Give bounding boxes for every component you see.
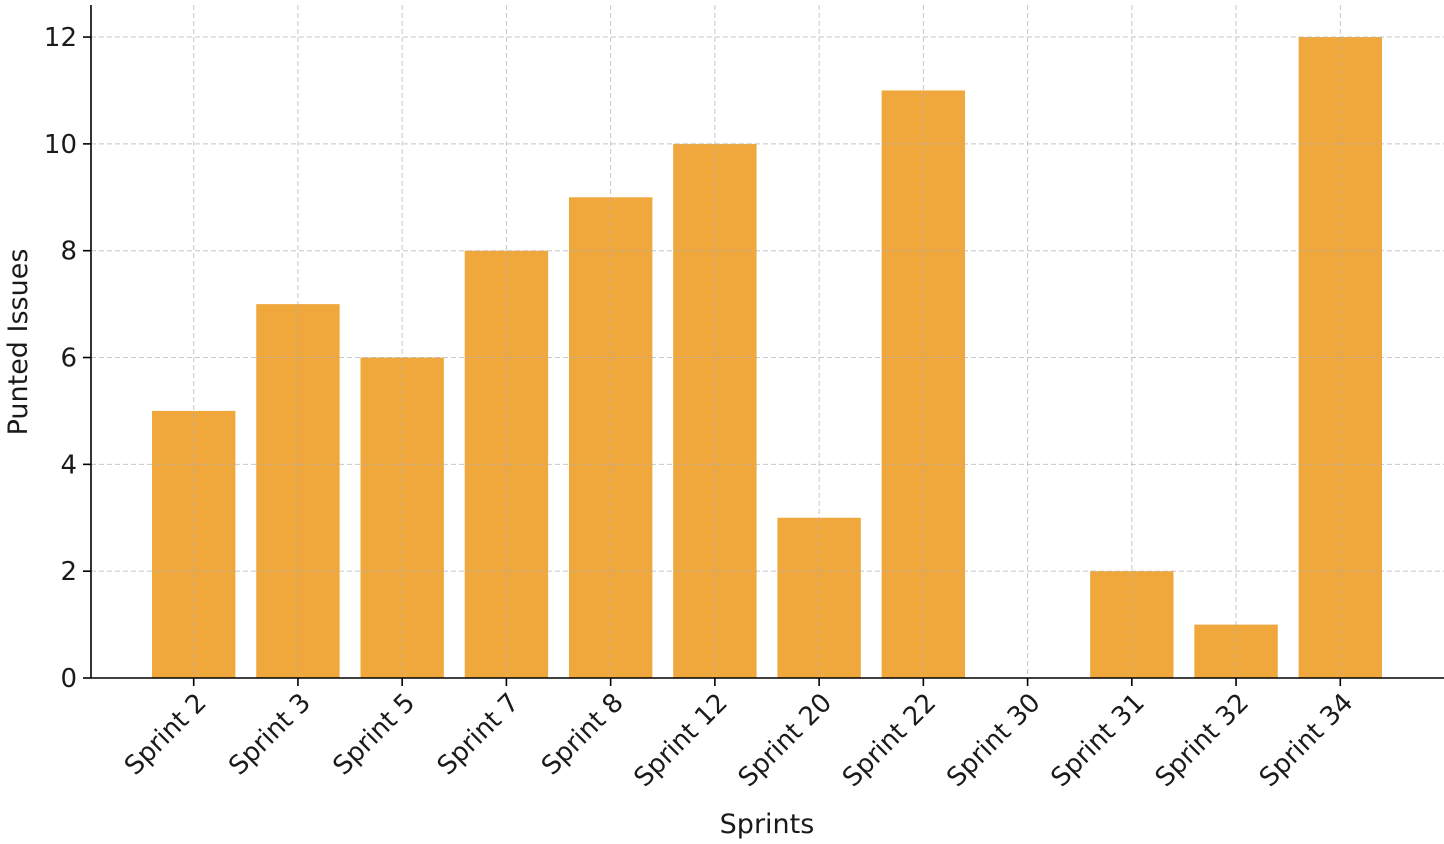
x-axis-label: Sprints bbox=[720, 809, 815, 840]
x-tick-label: Sprint 12 bbox=[629, 688, 734, 793]
x-tick-label: Sprint 22 bbox=[837, 688, 942, 793]
y-tick-label: 10 bbox=[44, 130, 77, 160]
x-tick-label: Sprint 31 bbox=[1045, 688, 1150, 793]
y-tick-label: 0 bbox=[60, 664, 77, 694]
x-ticks: Sprint 2 Sprint 3 Sprint 5 Sprint 7 Sprint 8… bbox=[119, 678, 1359, 793]
y-ticks: 0 2 4 6 8 10 12 bbox=[44, 23, 91, 694]
axes bbox=[90, 5, 1444, 679]
y-tick-label: 6 bbox=[60, 344, 77, 374]
y-tick-label: 2 bbox=[60, 557, 77, 587]
grid-lines bbox=[91, 5, 1444, 678]
y-tick-label: 4 bbox=[60, 450, 77, 480]
x-tick-label: Sprint 3 bbox=[223, 688, 317, 782]
x-tick-label: Sprint 32 bbox=[1150, 688, 1255, 793]
x-tick-label: Sprint 20 bbox=[733, 688, 838, 793]
x-tick-label: Sprint 34 bbox=[1254, 688, 1359, 793]
x-tick-label: Sprint 30 bbox=[941, 688, 1046, 793]
y-axis-label: Punted Issues bbox=[3, 249, 34, 436]
x-tick-label: Sprint 7 bbox=[432, 688, 526, 782]
x-tick-label: Sprint 5 bbox=[327, 688, 421, 782]
y-tick-label: 8 bbox=[60, 237, 77, 267]
x-tick-label: Sprint 8 bbox=[536, 688, 630, 782]
y-tick-label: 12 bbox=[44, 23, 77, 53]
x-tick-label: Sprint 2 bbox=[119, 688, 213, 782]
